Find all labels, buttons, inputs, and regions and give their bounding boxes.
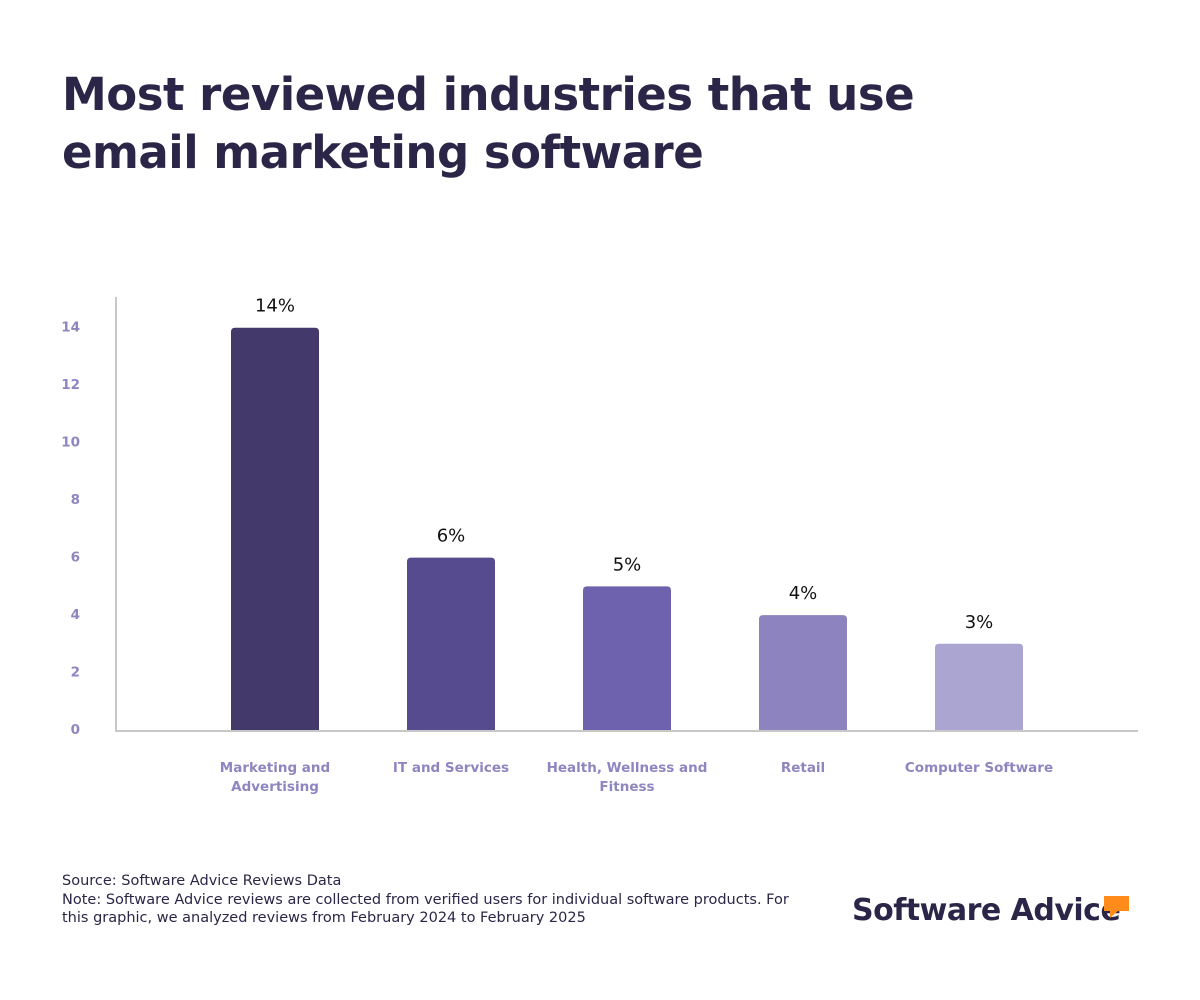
logo-icon bbox=[1104, 896, 1129, 918]
bar bbox=[231, 327, 319, 730]
source: Source: Software Advice Reviews Data bbox=[62, 873, 342, 889]
bar bbox=[407, 557, 495, 730]
y-tick-label: 14 bbox=[61, 320, 80, 336]
y-tick-label: 8 bbox=[71, 492, 80, 508]
x-tick-label: Marketing and Advertising bbox=[219, 760, 331, 795]
y-tick-label: 12 bbox=[61, 377, 80, 393]
value-label: 3% bbox=[965, 612, 994, 633]
x-tick-label: Retail bbox=[780, 760, 826, 776]
y-tick-label: 10 bbox=[61, 435, 80, 451]
x-tick-label: IT and Services bbox=[392, 760, 510, 776]
y-tick-label: 0 bbox=[71, 722, 80, 738]
x-tick-label: Health, Wellness and Fitness bbox=[546, 760, 708, 795]
bar bbox=[583, 586, 671, 730]
chart-title: Most reviewed industries that use email … bbox=[62, 68, 915, 179]
x-tick-label: Computer Software bbox=[904, 760, 1054, 776]
bar bbox=[935, 643, 1023, 730]
y-tick-label: 6 bbox=[71, 550, 80, 566]
value-label: 5% bbox=[613, 554, 642, 575]
value-label: 14% bbox=[255, 296, 295, 317]
value-label: 6% bbox=[437, 526, 466, 547]
bar bbox=[759, 615, 847, 730]
y-tick-label: 2 bbox=[71, 665, 80, 681]
note: Note: Software Advice reviews are collec… bbox=[62, 891, 789, 927]
footer: Source: Software Advice Reviews Data Not… bbox=[62, 872, 792, 928]
value-label: 4% bbox=[789, 583, 818, 604]
logo: Software Advice bbox=[852, 893, 1121, 928]
y-tick-label: 4 bbox=[71, 607, 80, 623]
